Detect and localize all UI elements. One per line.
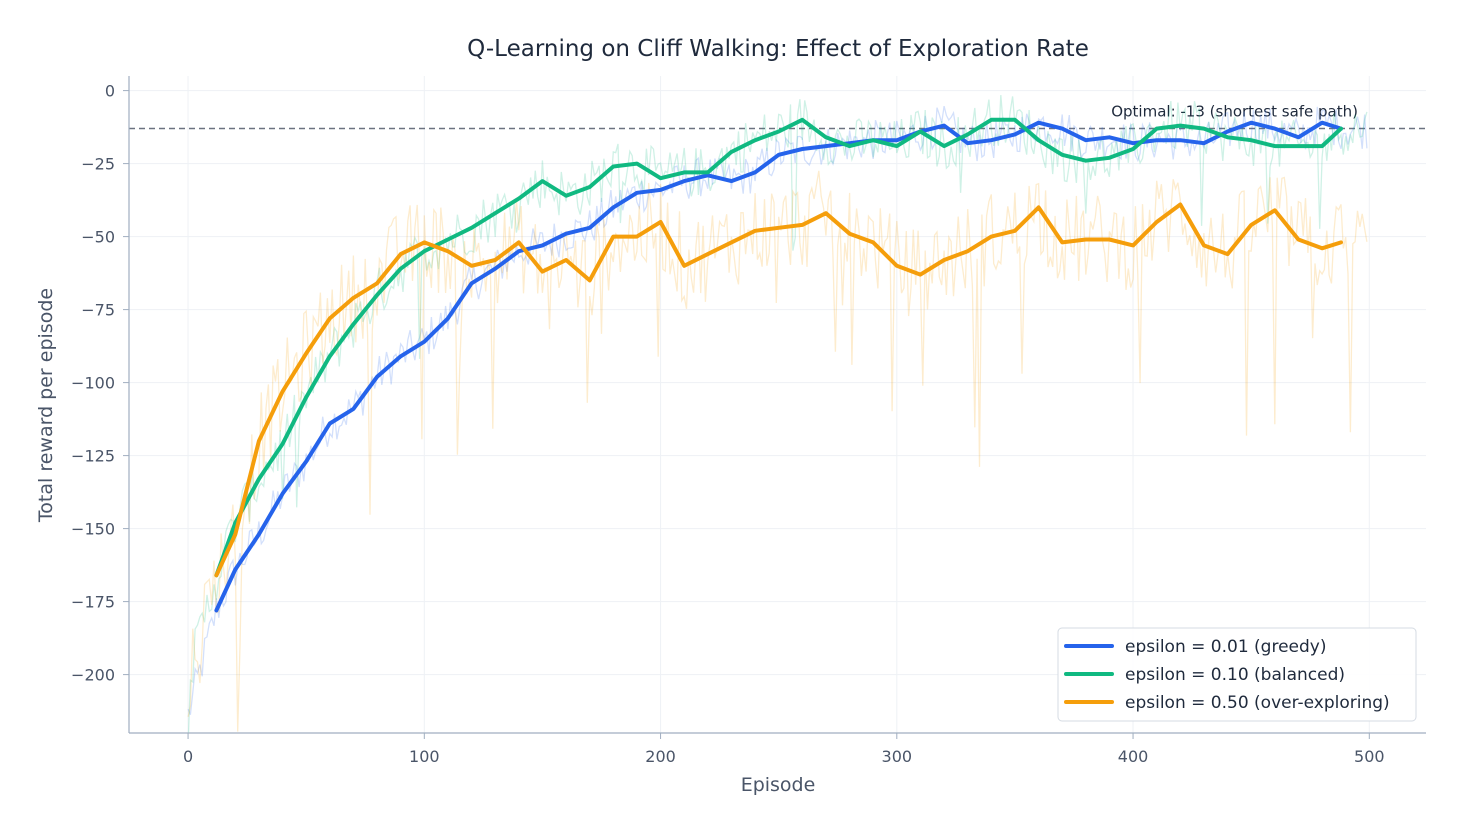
legend-label: epsilon = 0.10 (balanced) xyxy=(1125,665,1345,685)
x-tick-label: 0 xyxy=(183,747,193,766)
y-tick-label: −50 xyxy=(81,228,115,247)
series-line-1 xyxy=(214,117,1343,578)
smoothed-series-layer xyxy=(214,117,1343,613)
optimal-annotation: Optimal: -13 (shortest safe path) xyxy=(1111,103,1358,121)
y-tick-label: 0 xyxy=(105,82,115,101)
y-tick-label: −200 xyxy=(71,666,115,685)
raw-trace-1 xyxy=(187,95,1368,733)
y-tick-label: −150 xyxy=(71,520,115,539)
series-line-0 xyxy=(214,120,1343,613)
raw-trace-0 xyxy=(187,105,1368,715)
axes xyxy=(123,76,1426,739)
reference-line-group: Optimal: -13 (shortest safe path) xyxy=(129,103,1426,130)
legend-label: epsilon = 0.50 (over-exploring) xyxy=(1125,693,1390,713)
chart-title: Q-Learning on Cliff Walking: Effect of E… xyxy=(467,36,1089,62)
series-line-2 xyxy=(214,202,1343,578)
x-tick-label: 400 xyxy=(1118,747,1149,766)
y-tick-label: −25 xyxy=(81,155,115,174)
raw-trace-2 xyxy=(187,170,1368,732)
legend-label: epsilon = 0.01 (greedy) xyxy=(1125,637,1326,657)
x-tick-label: 200 xyxy=(645,747,676,766)
x-tick-label: 500 xyxy=(1354,747,1385,766)
x-tick-label: 300 xyxy=(882,747,913,766)
raw-series-layer xyxy=(187,95,1368,733)
y-tick-label: −75 xyxy=(81,301,115,320)
tick-labels: 0 100 200 300 400 500 0 −25 −50 −75 −100 −125 −150 −1… xyxy=(71,82,1385,766)
x-axis-label: Episode xyxy=(741,774,816,796)
y-tick-label: −125 xyxy=(71,447,115,466)
legend-box xyxy=(1057,627,1417,722)
y-tick-label: −175 xyxy=(71,593,115,612)
grid xyxy=(129,76,1426,733)
x-tick-label: 100 xyxy=(409,747,440,766)
y-tick-label: −100 xyxy=(71,374,115,393)
legend: epsilon = 0.01 (greedy) epsilon = 0.10 (b… xyxy=(1057,627,1417,722)
y-axis-label: Total reward per episode xyxy=(35,288,57,523)
